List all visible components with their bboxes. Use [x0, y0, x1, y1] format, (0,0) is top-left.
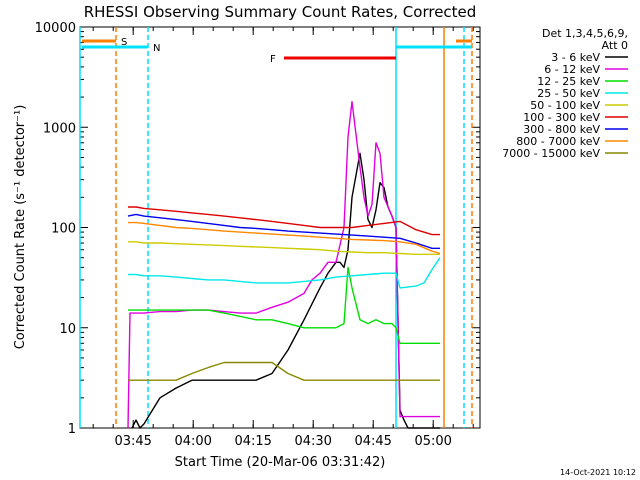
- x-axis-label: Start Time (20-Mar-06 03:31:42): [175, 455, 386, 470]
- y-axis-label: Corrected Count Rate (s⁻¹ detector⁻¹): [13, 105, 28, 350]
- chart-title: RHESSI Observing Summary Count Rates, Co…: [84, 3, 477, 21]
- x-tick-label: 03:45: [114, 434, 151, 449]
- datestamp: 14-Oct-2021 10:12: [560, 468, 636, 477]
- legend-entry-label: 12 - 25 keV: [537, 75, 600, 88]
- x-tick-label: 04:00: [174, 434, 211, 449]
- legend-entry-label: 100 - 300 keV: [523, 111, 600, 124]
- legend-header: Att 0: [602, 39, 628, 52]
- y-tick-label: 1000: [43, 121, 76, 136]
- y-tick-label: 10000: [35, 21, 76, 36]
- series-line: [128, 266, 440, 344]
- series-line: [128, 361, 440, 381]
- series-line: [128, 206, 440, 236]
- y-tick-label: 1: [68, 422, 76, 437]
- x-tick-label: 04:45: [354, 434, 391, 449]
- series-line: [128, 241, 440, 256]
- legend-entry-label: 50 - 100 keV: [530, 99, 600, 112]
- legend-entry-label: 800 - 7000 keV: [516, 135, 600, 148]
- x-tick-label: 05:00: [414, 434, 451, 449]
- legend-entry-label: 3 - 6 keV: [551, 51, 600, 64]
- legend-entry-label: 300 - 800 keV: [523, 123, 600, 136]
- legend-entry-label: 7000 - 15000 keV: [502, 147, 600, 160]
- flag-label: N: [153, 43, 160, 54]
- plot-area: 1 10 100 1000 10000 03:45 04:00 04:15 04:30 04:45…: [35, 21, 481, 449]
- legend-entry-label: 25 - 50 keV: [537, 87, 600, 100]
- series-line: [127, 213, 440, 250]
- y-tick-label: 10: [59, 322, 76, 337]
- y-tick-label: 100: [51, 222, 76, 237]
- series-line: [128, 257, 441, 289]
- series-line: [128, 221, 441, 255]
- series-line: [127, 100, 440, 429]
- flag-label: S: [121, 37, 127, 48]
- legend-header: Det 1,3,4,5,6,9,: [542, 27, 628, 40]
- x-tick-label: 04:30: [294, 434, 331, 449]
- x-tick-label: 04:15: [234, 434, 271, 449]
- flag-label: F: [270, 54, 276, 65]
- legend-entry-label: 6 - 12 keV: [544, 63, 600, 76]
